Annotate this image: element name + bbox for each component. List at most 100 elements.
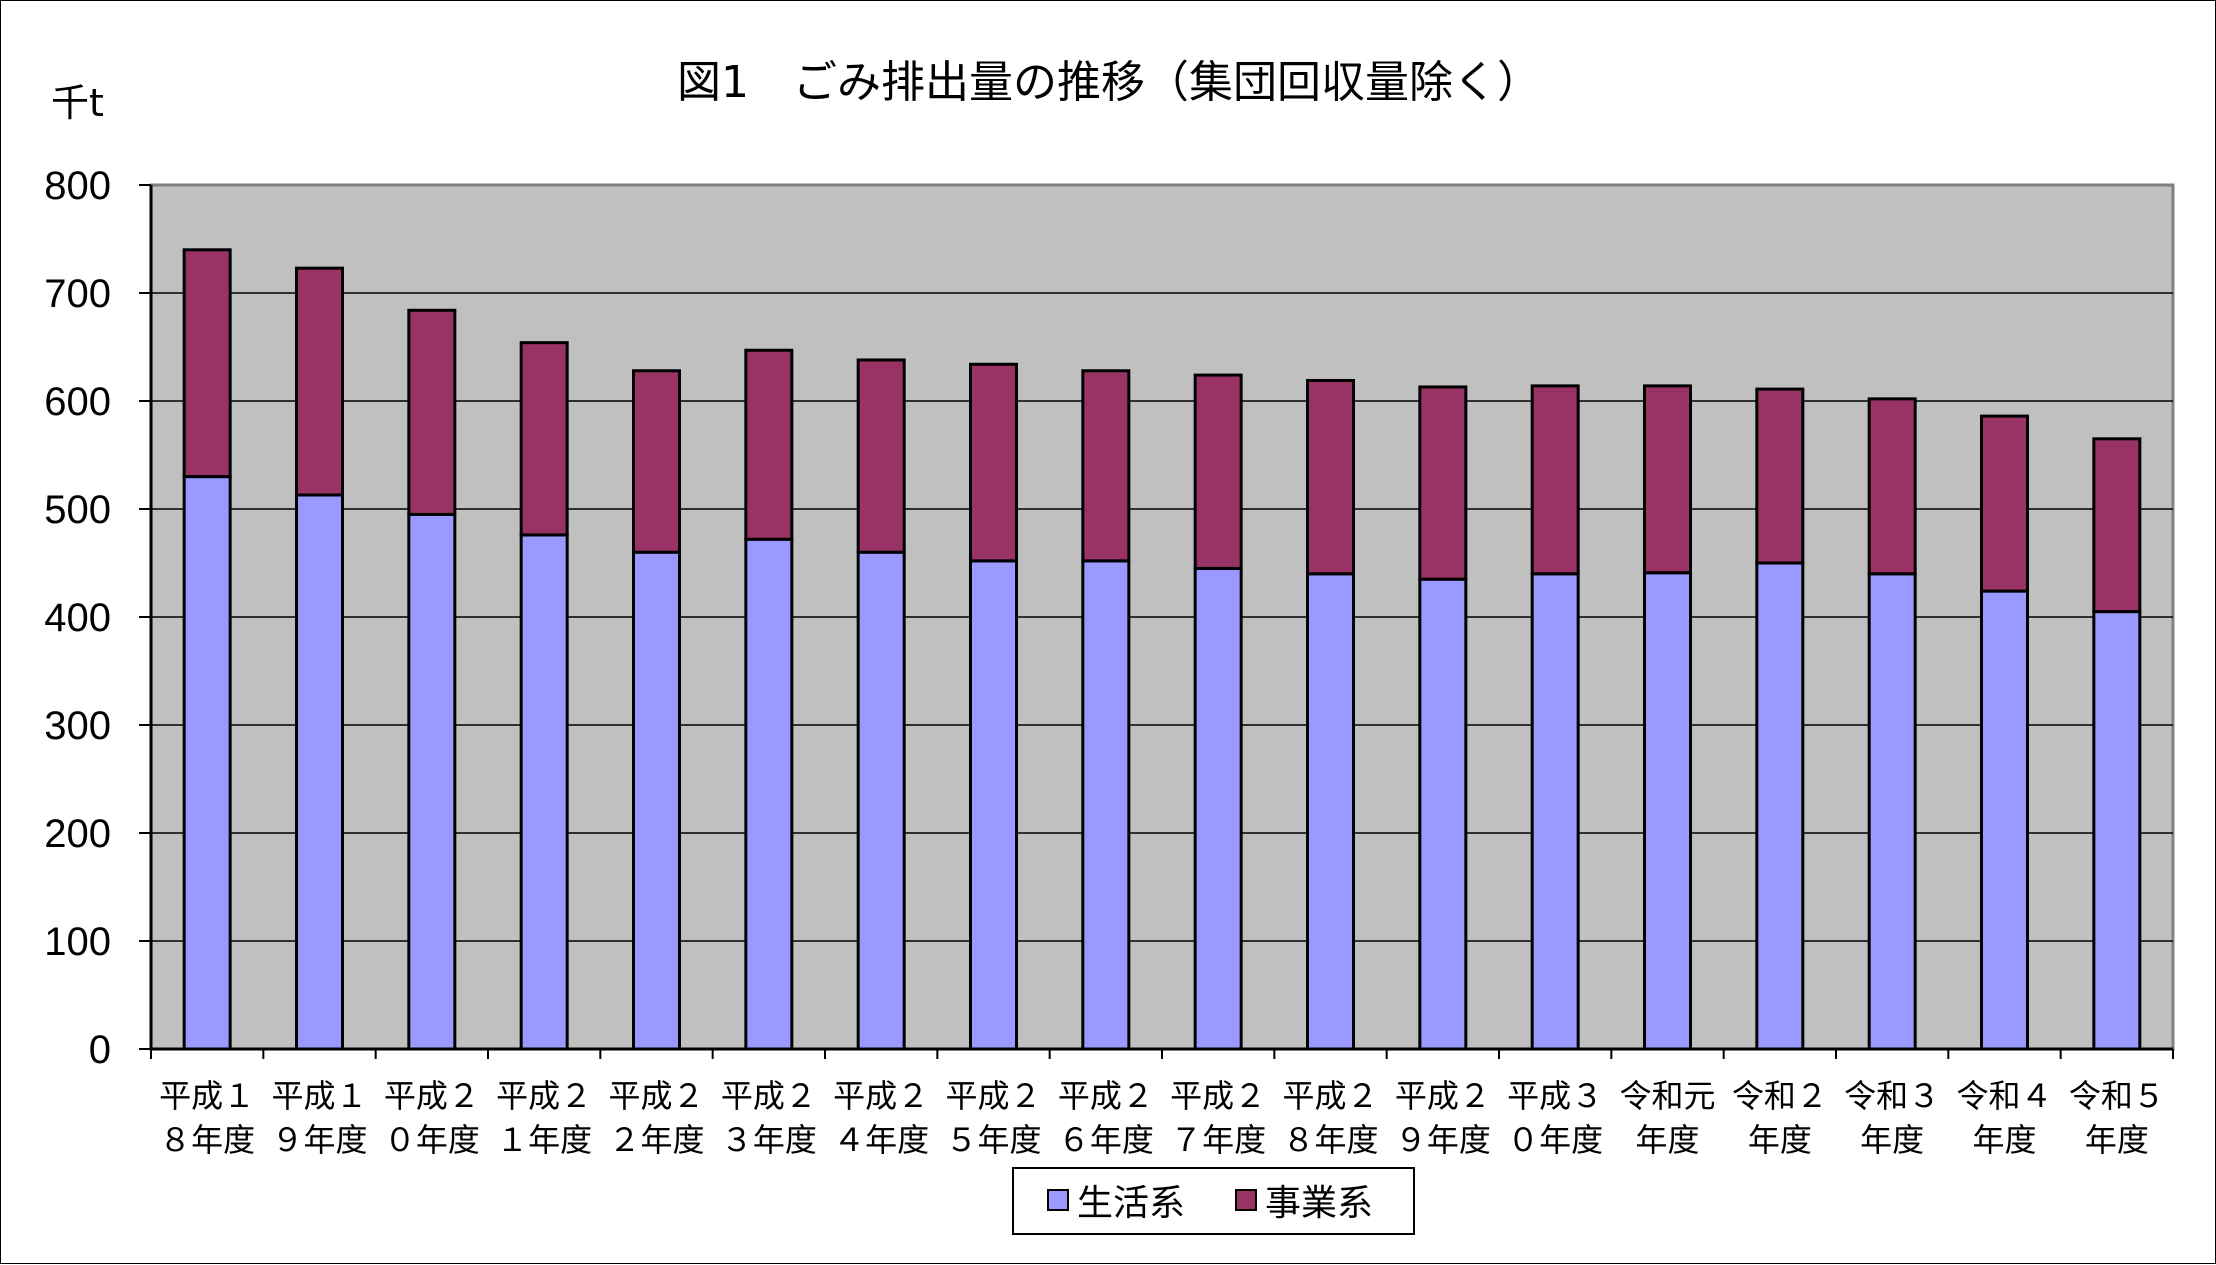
bar-business-15 [1867, 397, 1917, 576]
x-category-line-8-1: ６年度 [1058, 1121, 1154, 1159]
bar-business-14 [1755, 387, 1805, 565]
x-category-line-9-1: ７年度 [1170, 1121, 1266, 1159]
bar-household-15 [1867, 572, 1917, 1051]
bar-household-12 [1530, 572, 1580, 1051]
chart-title: 図1 ごみ排出量の推移（集団回収量除く） [677, 57, 1541, 108]
bar-business-0 [182, 248, 232, 479]
x-category-line-1-1: ９年度 [271, 1121, 367, 1159]
bar-household-13 [1643, 571, 1692, 1051]
x-category-line-6-1: ４年度 [833, 1121, 929, 1159]
x-category-line-7-0: 平成２ [945, 1077, 1041, 1115]
y-tick-label-200: 200 [44, 812, 111, 856]
bar-business-2 [407, 308, 457, 516]
y-tick-label-0: 0 [89, 1028, 111, 1072]
x-category-line-7-1: ５年度 [945, 1121, 1041, 1159]
bar-business-4 [632, 369, 681, 554]
x-category-line-15-0: 令和３ [1844, 1077, 1940, 1115]
bar-household-1 [295, 493, 344, 1051]
x-category-label-13: 令和元年度 [1619, 1077, 1715, 1159]
y-tick-label-600: 600 [44, 380, 111, 424]
bar-business-3 [519, 341, 569, 537]
y-tick-label-300: 300 [44, 704, 111, 748]
x-category-label-17: 令和５ 年度 [2069, 1077, 2165, 1159]
x-category-label-10: 平成２８年度 [1282, 1077, 1378, 1159]
x-category-line-9-0: 平成２ [1170, 1077, 1266, 1115]
x-category-line-14-1: 年度 [1748, 1121, 1812, 1159]
x-category-line-8-0: 平成２ [1058, 1077, 1154, 1115]
x-category-label-8: 平成２６年度 [1058, 1077, 1154, 1159]
x-category-line-2-1: ０年度 [384, 1121, 480, 1159]
bar-household-5 [744, 537, 794, 1051]
x-category-label-16: 令和４ 年度 [1956, 1077, 2052, 1159]
x-category-label-6: 平成２４年度 [833, 1077, 929, 1159]
bar-business-7 [969, 362, 1018, 563]
bar-household-10 [1306, 572, 1355, 1051]
bar-household-8 [1081, 559, 1131, 1051]
y-tick-label-100: 100 [44, 920, 111, 964]
x-category-line-11-1: ９年度 [1395, 1121, 1491, 1159]
y-tick-label-700: 700 [44, 272, 111, 316]
x-category-line-3-1: １年度 [496, 1121, 592, 1159]
bar-business-6 [856, 358, 906, 554]
y-axis-ticks: 0 100 200 300 400 500 600 700 800 [44, 164, 151, 1072]
bar-business-8 [1081, 369, 1131, 563]
bar-household-7 [969, 559, 1018, 1051]
x-category-line-5-1: ３年度 [721, 1121, 817, 1159]
bar-household-16 [1980, 589, 2029, 1051]
x-category-label-3: 平成２１年度 [496, 1077, 592, 1159]
x-category-label-1: 平成１９年度 [271, 1077, 367, 1159]
y-axis-unit-label: 千t [51, 81, 104, 125]
gridlines [151, 292, 2173, 942]
x-category-line-3-0: 平成２ [496, 1077, 592, 1115]
x-category-label-14: 令和２ 年度 [1732, 1077, 1828, 1159]
y-tick-label-500: 500 [44, 488, 111, 532]
x-category-line-6-0: 平成２ [833, 1077, 929, 1115]
bar-business-16 [1980, 414, 2029, 593]
bar-business-17 [2092, 437, 2142, 614]
x-category-line-17-0: 令和５ [2069, 1077, 2165, 1115]
bar-business-13 [1643, 384, 1692, 575]
x-category-line-4-1: ２年度 [608, 1121, 704, 1159]
bar-household-11 [1418, 577, 1468, 1051]
x-category-label-0: 平成１８年度 [159, 1077, 255, 1159]
bar-business-1 [295, 266, 344, 497]
x-category-line-16-0: 令和４ [1956, 1077, 2052, 1115]
bar-business-10 [1306, 378, 1355, 576]
bar-business-9 [1193, 373, 1243, 570]
x-category-label-9: 平成２７年度 [1170, 1077, 1266, 1159]
x-category-line-13-1: 年度 [1635, 1121, 1699, 1159]
x-category-line-1-0: 平成１ [271, 1077, 367, 1115]
bar-household-3 [519, 533, 569, 1051]
bar-business-5 [744, 348, 794, 541]
x-category-label-2: 平成２０年度 [384, 1077, 480, 1159]
x-category-line-15-1: 年度 [1860, 1121, 1924, 1159]
bars [182, 248, 2142, 1051]
x-category-line-5-0: 平成２ [721, 1077, 817, 1115]
y-tick-label-400: 400 [44, 596, 111, 640]
x-category-line-17-1: 年度 [2085, 1121, 2149, 1159]
bar-business-12 [1530, 384, 1580, 576]
x-category-line-0-1: ８年度 [159, 1121, 255, 1159]
x-category-line-13-0: 令和元 [1619, 1077, 1715, 1115]
x-category-label-4: 平成２２年度 [608, 1077, 704, 1159]
x-category-line-10-1: ８年度 [1282, 1121, 1378, 1159]
bar-household-6 [856, 550, 906, 1051]
x-category-line-2-0: 平成２ [384, 1077, 480, 1115]
x-category-label-15: 令和３ 年度 [1844, 1077, 1940, 1159]
x-category-label-7: 平成２５年度 [945, 1077, 1041, 1159]
bar-household-17 [2092, 610, 2142, 1051]
x-category-label-12: 平成３０年度 [1507, 1077, 1603, 1159]
x-category-label-5: 平成２３年度 [721, 1077, 817, 1159]
legend-swatch-household [1047, 1189, 1069, 1211]
legend-label-business: 事業系 [1265, 1183, 1373, 1224]
x-category-line-0-0: 平成１ [159, 1077, 255, 1115]
bar-household-0 [182, 475, 232, 1051]
x-category-line-14-0: 令和２ [1732, 1077, 1828, 1115]
x-category-line-12-0: 平成３ [1507, 1077, 1603, 1115]
bar-household-14 [1755, 561, 1805, 1051]
legend-swatch-business [1235, 1189, 1257, 1211]
x-category-line-16-1: 年度 [1972, 1121, 2036, 1159]
bar-household-4 [632, 550, 681, 1051]
